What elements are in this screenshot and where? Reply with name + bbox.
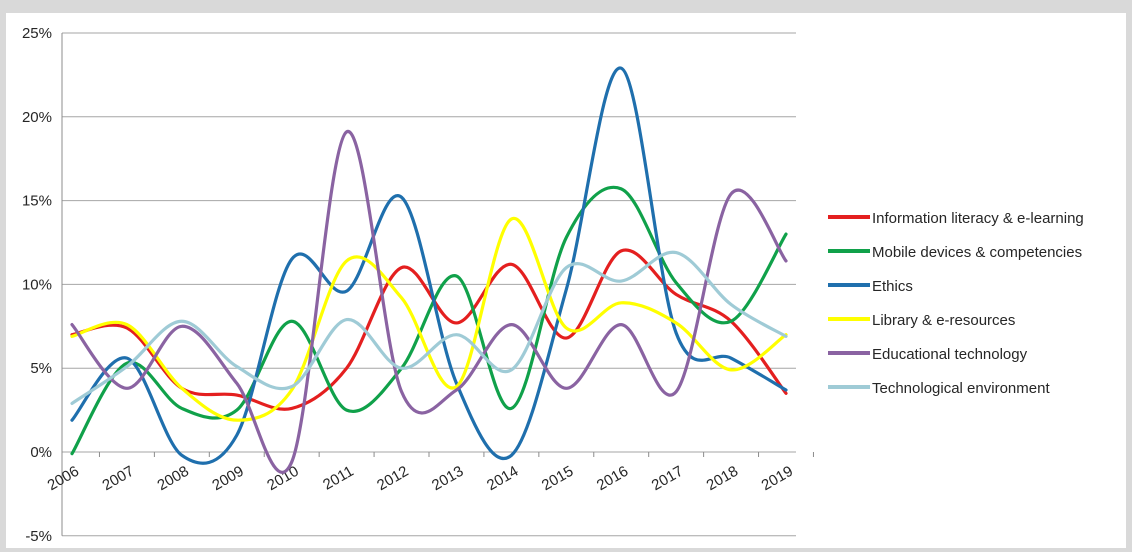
x-tick-label: 2010: [264, 463, 301, 494]
legend-swatch: [828, 249, 870, 253]
y-tick-label: -5%: [25, 528, 52, 545]
legend-label: Information literacy & e-learning: [872, 209, 1084, 227]
legend-label: Technological environment: [872, 379, 1050, 397]
legend-label: Ethics: [872, 277, 913, 295]
legend-label: Mobile devices & competencies: [872, 243, 1083, 261]
series-line: [70, 248, 788, 411]
series-line: [70, 66, 788, 465]
y-tick-label: 20%: [22, 109, 52, 126]
x-tick-label: 2009: [209, 463, 246, 494]
x-tick-label: 2007: [100, 463, 137, 494]
x-tick-label: 2011: [320, 463, 356, 494]
legend-label: Educational technology: [872, 345, 1028, 363]
x-tick-label: 2018: [704, 463, 741, 494]
legend-swatch: [828, 317, 870, 321]
y-tick-label: 10%: [22, 276, 52, 293]
legend-item-information-literacy: Information literacy & e-learning: [828, 201, 1084, 235]
x-tick-label: 2016: [594, 463, 631, 494]
legend-item-technological-environment: Technological environment: [828, 371, 1084, 405]
series-line: [70, 217, 788, 422]
x-tick-label: 2008: [154, 463, 191, 494]
series-line: [70, 130, 788, 474]
y-tick-label: 5%: [30, 360, 52, 377]
y-tick-label: 0%: [30, 444, 52, 461]
legend-swatch: [828, 283, 870, 287]
x-tick-label: 2013: [429, 463, 466, 494]
legend-item-mobile-devices: Mobile devices & competencies: [828, 235, 1084, 269]
legend-item-educational-technology: Educational technology: [828, 337, 1084, 371]
legend-item-ethics: Ethics: [828, 269, 1084, 303]
legend-label: Library & e-resources: [872, 311, 1016, 329]
legend-swatch: [828, 215, 870, 219]
chart-panel: -5% 0% 5% 10% 15% 20% 25% 2006 2007 2008 2009 2010…: [6, 13, 1126, 548]
line-chart: -5% 0% 5% 10% 15% 20% 25% 2006 2007 2008 2009 2010…: [22, 25, 814, 545]
chart-legend: Information literacy & e-learning Mobile…: [828, 201, 1084, 405]
x-tick-label: 2012: [374, 463, 411, 494]
legend-swatch: [828, 385, 870, 389]
legend-swatch: [828, 351, 870, 355]
y-tick-label: 25%: [22, 25, 52, 42]
x-tick-label: 2017: [649, 463, 686, 494]
legend-item-library: Library & e-resources: [828, 303, 1084, 337]
x-tick-label: 2019: [759, 463, 796, 494]
x-tick-label: 2006: [45, 463, 82, 494]
series-line: [70, 250, 788, 405]
x-tick-label: 2014: [484, 463, 521, 494]
y-tick-label: 15%: [22, 193, 52, 210]
x-tick-label: 2015: [539, 463, 576, 494]
